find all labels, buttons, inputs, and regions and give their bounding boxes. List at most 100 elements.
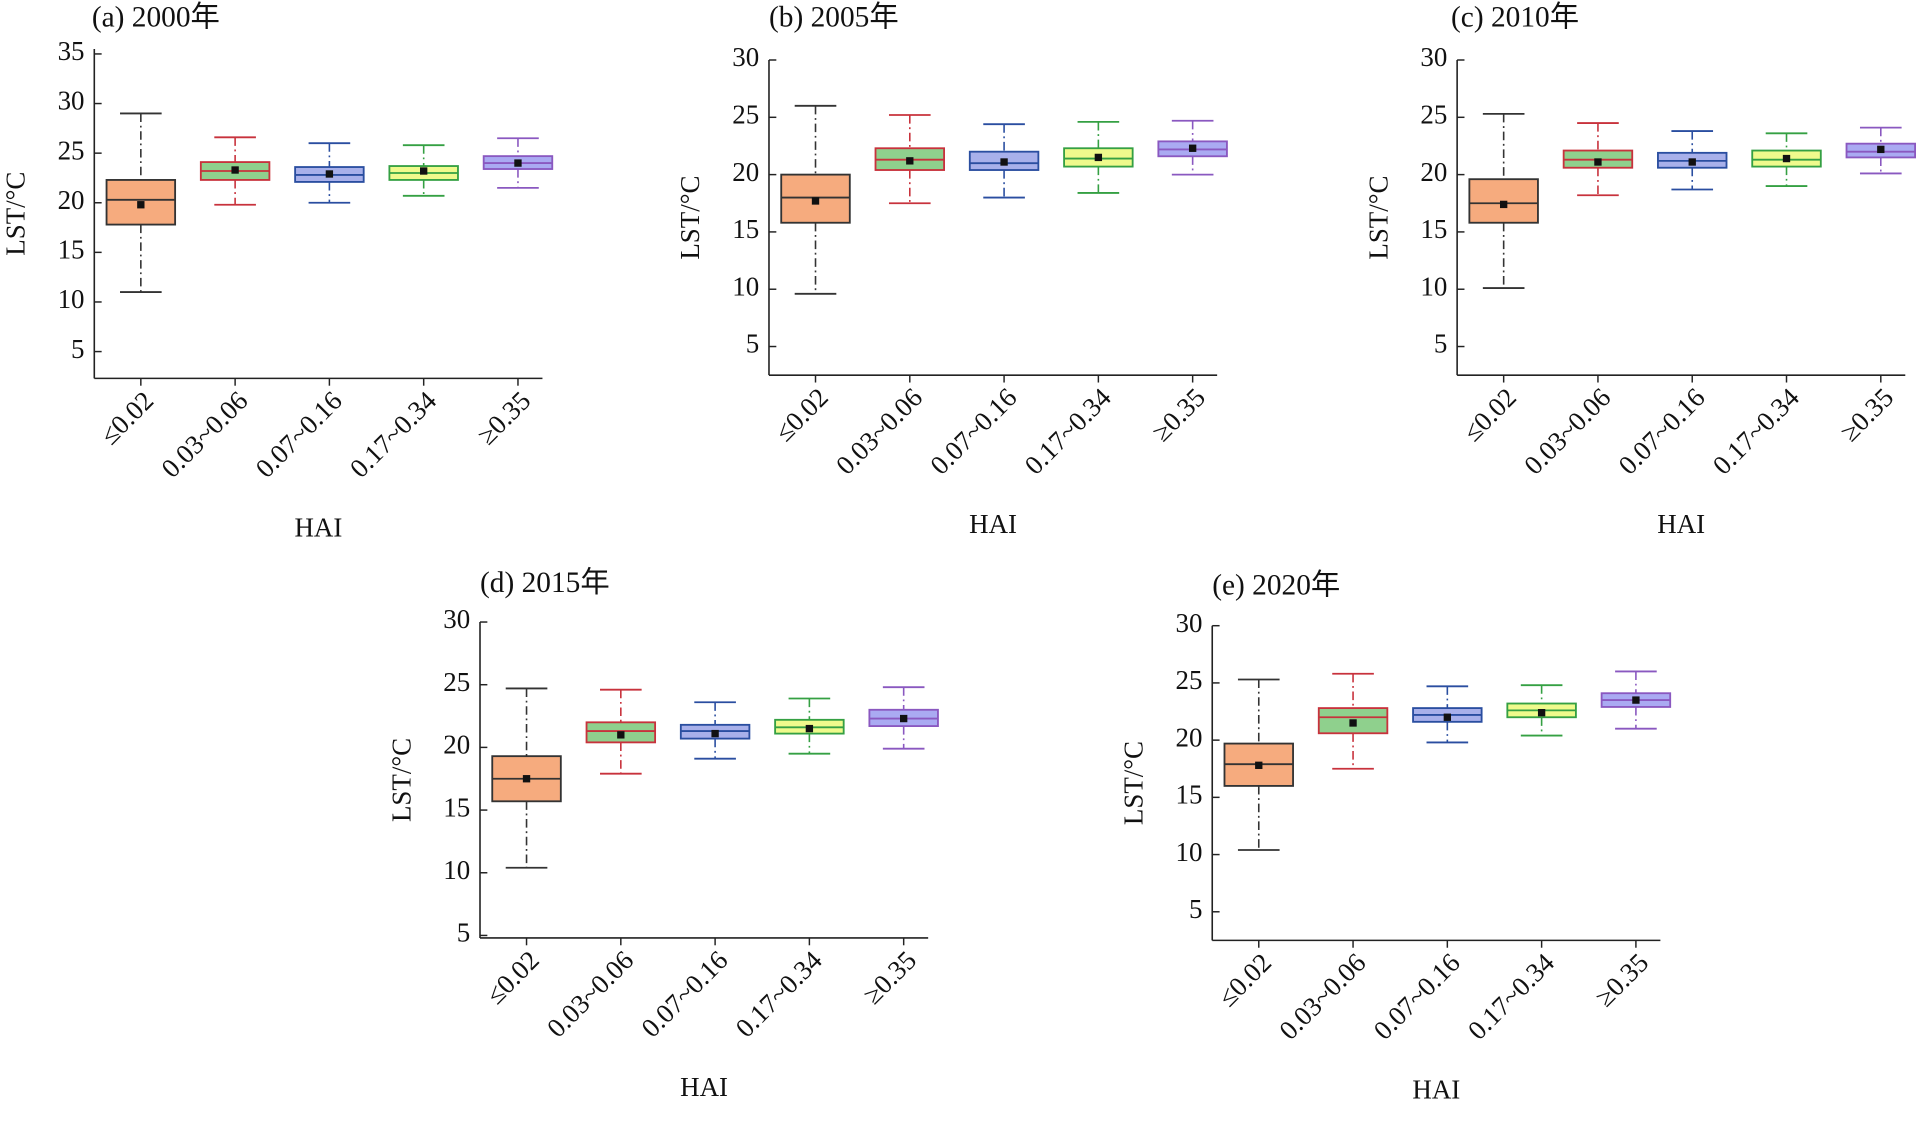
x-axis-label: HAI (680, 1072, 728, 1102)
y-tick-label: 25 (732, 99, 759, 129)
y-axis-label: LST/°C (675, 176, 705, 260)
y-tick-label: 30 (443, 604, 470, 634)
x-tick-label: 0.17~0.34 (1707, 382, 1806, 481)
y-axis-label: LST/°C (1363, 176, 1393, 260)
y-tick-label: 20 (1420, 157, 1447, 187)
mean-marker (1594, 158, 1602, 166)
mean-marker (1537, 708, 1546, 717)
x-axis-label: HAI (294, 512, 342, 542)
panel: (b) 2005年 5 10 15 20 25 30 LST/°C HAI ≤0.020.03~0… (675, 0, 1228, 539)
x-tick-label: ≤0.02 (1457, 382, 1522, 447)
x-tick-label: 0.03~0.06 (155, 385, 253, 483)
x-tick-label: 0.03~0.06 (1273, 947, 1371, 1045)
y-tick-label: 30 (732, 42, 759, 72)
x-tick-label: ≤0.02 (480, 945, 545, 1010)
box (105, 179, 177, 226)
mean-marker (900, 714, 908, 723)
y-tick-label: 30 (1420, 42, 1447, 72)
y-tick-label: 15 (58, 235, 85, 265)
y-tick-label: 35 (58, 36, 85, 66)
mean-marker (1499, 200, 1508, 209)
panel: (e) 2020年 5 10 15 20 25 30 LST/°C HAI ≤0.020.03~0… (1119, 568, 1672, 1104)
y-tick-label: 25 (443, 667, 470, 697)
y-tick-label: 5 (457, 918, 470, 948)
mean-marker (1688, 158, 1696, 166)
mean-marker (137, 201, 145, 209)
mean-marker (522, 775, 531, 783)
x-tick-label: 0.07~0.16 (635, 945, 733, 1043)
x-tick-label: 0.07~0.16 (1368, 947, 1466, 1045)
x-axis-label: HAI (969, 509, 1017, 539)
x-tick-label: 0.07~0.16 (250, 385, 348, 483)
panel-title: (b) 2005年 (769, 0, 899, 33)
panel-title: (a) 2000年 (92, 0, 220, 33)
y-axis-label: LST/°C (386, 738, 416, 822)
y-tick-label: 10 (1176, 837, 1203, 867)
mean-marker (1000, 158, 1008, 166)
x-tick-label: ≥0.35 (857, 945, 922, 1010)
mean-marker (420, 167, 428, 175)
panel-title: (e) 2020年 (1212, 568, 1340, 601)
mean-marker (1349, 719, 1357, 727)
mean-marker (1443, 713, 1452, 721)
y-tick-label: 15 (1176, 780, 1203, 810)
mean-marker (617, 731, 625, 739)
y-tick-label: 30 (1176, 608, 1203, 638)
y-tick-label: 10 (58, 284, 85, 314)
mean-marker (711, 729, 719, 738)
panel-title: (d) 2015年 (480, 566, 610, 599)
mean-marker (1255, 761, 1263, 769)
y-tick-label: 15 (732, 214, 759, 244)
y-tick-label: 10 (732, 271, 759, 301)
x-tick-label: 0.07~0.16 (1613, 382, 1711, 480)
panel: (d) 2015年 5 10 15 20 25 30 LST/°C HAI ≤0.020.03~0… (386, 566, 939, 1102)
y-axis-label: LST/°C (1, 172, 31, 256)
x-tick-label: ≤0.02 (1212, 947, 1277, 1012)
y-tick-label: 5 (71, 334, 84, 364)
mean-marker (1782, 154, 1791, 163)
x-axis-label: HAI (1412, 1074, 1460, 1104)
x-tick-label: ≥0.35 (1146, 382, 1211, 447)
y-tick-label: 5 (1189, 894, 1202, 924)
y-tick-label: 10 (443, 855, 470, 885)
x-tick-label: ≤0.02 (94, 385, 159, 450)
mean-marker (906, 157, 914, 165)
x-tick-label: ≥0.35 (471, 385, 536, 450)
x-tick-label: 0.17~0.34 (730, 945, 829, 1044)
x-tick-label: ≥0.35 (1589, 947, 1654, 1012)
y-tick-label: 25 (1420, 99, 1447, 129)
x-tick-label: ≥0.35 (1834, 382, 1899, 447)
panel: (c) 2010年 5 10 15 20 25 30 LST/°C HAI ≤0.020.03~0… (1363, 0, 1917, 539)
y-tick-label: 10 (1420, 271, 1447, 301)
x-tick-label: 0.03~0.06 (1518, 382, 1616, 480)
panel: (a) 2000年 5 10 15 20 25 30 35 LST/°C HAI ≤0.020.03… (1, 0, 554, 542)
mean-marker (231, 166, 239, 174)
mean-marker (1188, 144, 1197, 152)
x-tick-label: 0.17~0.34 (1019, 382, 1118, 481)
x-tick-label: 0.03~0.06 (541, 945, 639, 1043)
x-tick-label: 0.03~0.06 (830, 382, 928, 480)
mean-marker (805, 724, 814, 733)
x-tick-label: 0.17~0.34 (1462, 947, 1561, 1046)
y-tick-label: 5 (1434, 329, 1447, 359)
y-tick-label: 20 (443, 730, 470, 760)
mean-marker (811, 197, 820, 205)
y-tick-label: 20 (732, 157, 759, 187)
mean-marker (514, 159, 522, 167)
x-tick-label: 0.17~0.34 (344, 385, 443, 484)
y-tick-label: 30 (58, 86, 85, 116)
y-tick-label: 25 (1176, 665, 1203, 695)
y-tick-label: 15 (443, 792, 470, 822)
y-axis-label: LST/°C (1119, 741, 1149, 825)
mean-marker (1632, 696, 1640, 704)
mean-marker (1094, 153, 1103, 162)
y-tick-label: 20 (1176, 722, 1203, 752)
panel-title: (c) 2010年 (1451, 0, 1579, 33)
x-axis-label: HAI (1657, 509, 1705, 539)
x-tick-label: 0.07~0.16 (924, 382, 1022, 480)
x-tick-label: ≤0.02 (769, 382, 834, 447)
y-tick-label: 25 (58, 135, 85, 165)
y-tick-label: 5 (746, 329, 759, 359)
